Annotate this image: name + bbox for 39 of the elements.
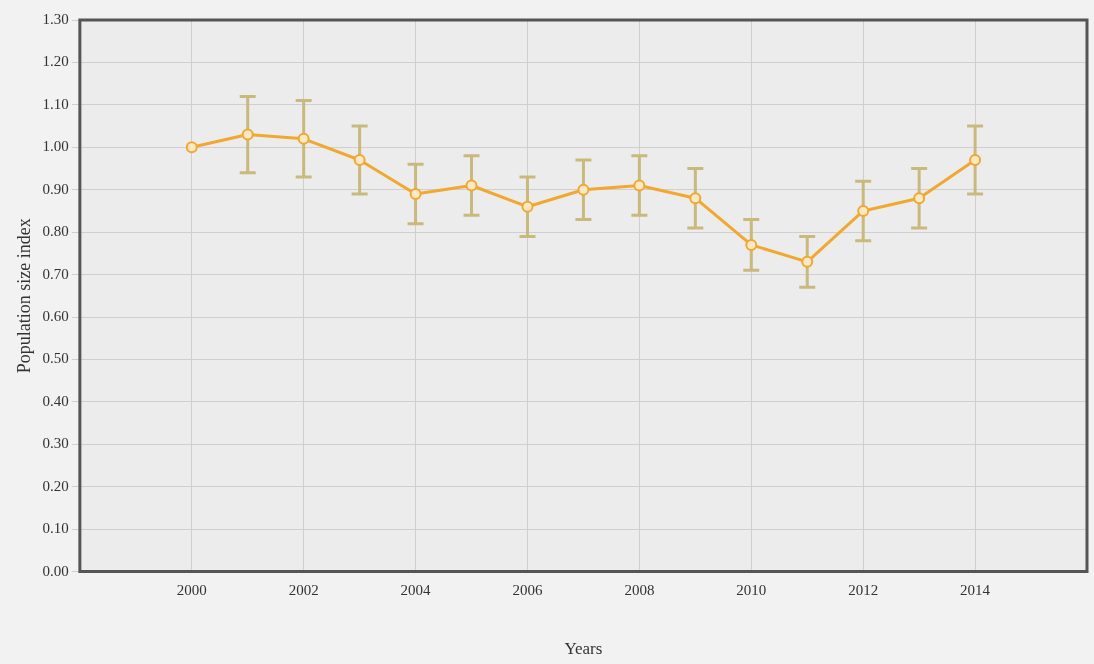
y-tick-label: 0.50 xyxy=(42,350,69,367)
point xyxy=(465,179,478,192)
x-tick-label: 2008 xyxy=(624,581,655,598)
y-tick-label: 0.90 xyxy=(42,180,69,197)
y-tick-label: 0.60 xyxy=(42,307,69,324)
x-tick-label: 2002 xyxy=(288,581,319,598)
x-tick-label: 2006 xyxy=(512,581,543,598)
y-axis-title: Population size index xyxy=(13,218,34,374)
point xyxy=(745,238,758,251)
y-tick-label: 1.10 xyxy=(42,95,69,112)
x-tick-label: 2014 xyxy=(960,581,991,598)
point xyxy=(801,255,814,268)
x-tick-label: 2000 xyxy=(176,581,207,598)
y-tick-label: 1.00 xyxy=(42,138,69,155)
point xyxy=(689,192,702,205)
point xyxy=(521,200,534,213)
point xyxy=(969,154,982,167)
y-tick-label: 0.10 xyxy=(42,520,69,537)
point xyxy=(577,183,590,196)
x-tick-label: 2010 xyxy=(736,581,767,598)
point xyxy=(857,204,870,217)
point xyxy=(297,132,310,145)
y-tick-label: 0.80 xyxy=(42,223,69,240)
y-tick-label: 0.70 xyxy=(42,265,69,282)
point xyxy=(913,192,926,205)
y-tick-label: 0.00 xyxy=(42,562,69,579)
y-tick-label: 0.20 xyxy=(42,477,69,494)
x-tick-label: 2012 xyxy=(848,581,879,598)
point xyxy=(633,179,646,192)
y-tick-label: 1.30 xyxy=(42,10,69,27)
point xyxy=(241,128,254,141)
x-tick-label: 2004 xyxy=(400,581,432,598)
y-tick-label: 0.30 xyxy=(42,435,69,452)
y-tick-label: 0.40 xyxy=(42,392,69,409)
point xyxy=(409,187,422,200)
x-axis-title: Years xyxy=(564,639,603,659)
y-tick-label: 1.20 xyxy=(42,53,69,70)
point xyxy=(353,154,366,167)
point xyxy=(185,141,198,154)
